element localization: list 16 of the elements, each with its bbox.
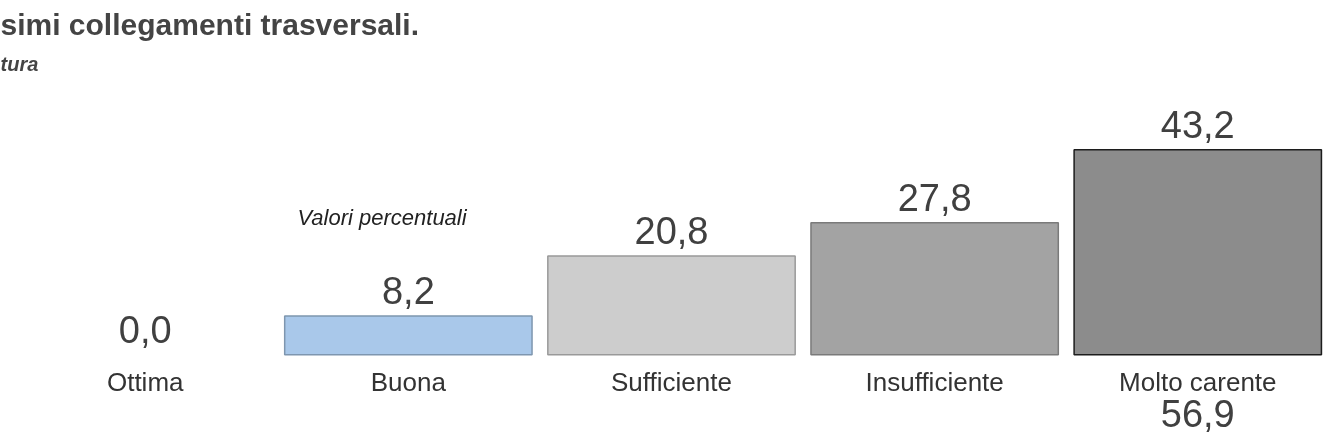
data-label: 8,2 xyxy=(381,270,435,313)
x-tick-label: Ottima xyxy=(106,366,185,397)
data-label: 43,2 xyxy=(1160,103,1235,146)
chart-subtitle: tura xyxy=(0,52,39,75)
bar xyxy=(283,315,533,356)
annotation: Valori percentuali xyxy=(297,204,468,230)
bar xyxy=(547,255,796,356)
data-label: 20,8 xyxy=(634,210,709,253)
bar xyxy=(1073,149,1323,356)
bar xyxy=(810,222,1060,356)
x-tick-label: Insufficiente xyxy=(865,366,1004,397)
data-label: 0,0 xyxy=(118,308,172,351)
x-tick-label: Buona xyxy=(370,366,447,397)
data-label: 27,8 xyxy=(897,176,972,219)
chart-title: simi collegamenti trasversali. xyxy=(0,7,420,41)
x-tick-label: Sufficiente xyxy=(611,366,732,397)
